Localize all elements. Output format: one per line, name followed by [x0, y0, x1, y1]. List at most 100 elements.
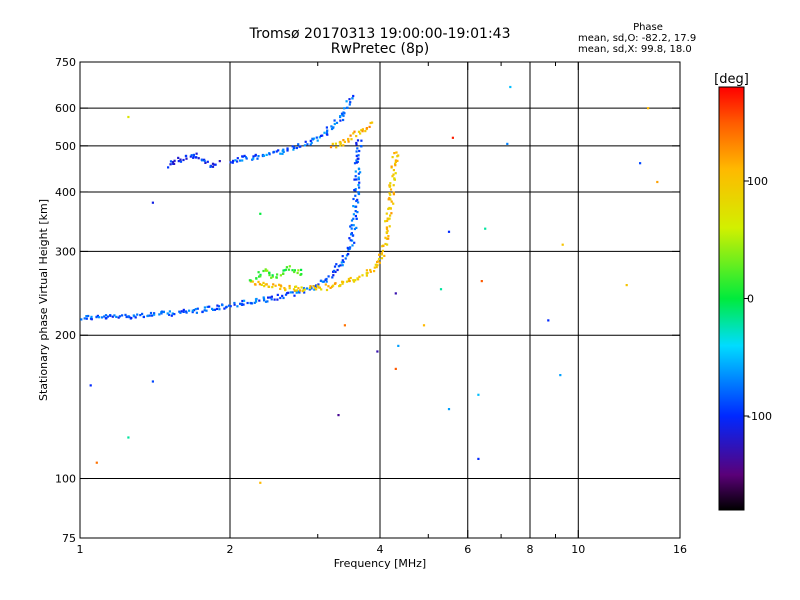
echo-point	[383, 254, 386, 257]
echo-point	[353, 178, 356, 181]
echo-point	[327, 275, 330, 278]
echo-point	[356, 277, 359, 280]
echo-point	[332, 274, 335, 277]
echo-point	[212, 308, 215, 311]
echo-point	[357, 184, 360, 187]
echo-point	[394, 172, 397, 175]
echo-point	[360, 139, 363, 142]
echo-point	[262, 296, 265, 299]
echo-point	[203, 159, 206, 162]
echo-point	[255, 277, 258, 280]
phase-stats-title: Phase	[633, 22, 663, 33]
echo-point	[276, 293, 279, 296]
echo-point	[151, 314, 154, 317]
x-tick-label: 6	[464, 543, 471, 556]
echo-point	[354, 194, 357, 197]
echo-point	[296, 271, 299, 275]
echo-point	[355, 150, 358, 153]
echo-point	[197, 157, 200, 160]
echo-point	[345, 280, 349, 283]
echo-point	[345, 254, 349, 257]
echo-point	[276, 298, 279, 301]
echo-point	[215, 307, 219, 310]
echo-point	[341, 264, 344, 267]
echo-point	[342, 144, 345, 147]
echo-point	[343, 140, 346, 143]
echo-point	[391, 175, 394, 178]
echo-point	[257, 155, 260, 158]
echo-point	[351, 97, 354, 100]
echo-point	[333, 265, 337, 268]
colorbar-label: [deg]	[714, 72, 749, 87]
echo-point	[368, 125, 371, 128]
echo-point	[325, 280, 328, 283]
echo-point	[355, 226, 358, 229]
echo-point	[325, 288, 329, 292]
echo-point	[282, 269, 285, 272]
echo-point	[559, 374, 562, 377]
echo-point	[639, 162, 642, 165]
echo-point	[298, 145, 301, 148]
echo-point	[329, 146, 333, 149]
echo-point	[357, 176, 360, 179]
echo-point	[251, 280, 254, 283]
colorbar-tick-label: 100	[747, 175, 768, 188]
echo-point	[309, 139, 312, 142]
echo-point	[388, 217, 391, 220]
echo-point	[134, 316, 137, 319]
echo-point	[271, 274, 274, 277]
echo-point	[332, 284, 335, 287]
colorbar: 100 0 -100 [deg]	[714, 72, 772, 511]
echo-point	[254, 298, 258, 301]
echo-point	[239, 302, 242, 305]
echo-point	[365, 272, 368, 275]
echo-point	[267, 296, 270, 299]
echo-point	[348, 98, 351, 101]
echo-point	[158, 313, 161, 316]
echo-point	[358, 149, 361, 153]
echo-point	[209, 165, 212, 168]
echo-point	[356, 147, 359, 150]
echo-point	[313, 286, 317, 290]
echo-points	[80, 85, 659, 484]
echo-point	[279, 152, 282, 155]
echo-point	[109, 314, 112, 317]
echo-point	[276, 273, 279, 276]
echo-point	[394, 367, 397, 370]
echo-point	[87, 314, 90, 318]
echo-point	[149, 311, 153, 315]
echo-point	[352, 132, 355, 135]
echo-point	[279, 274, 282, 277]
y-tick-label: 75	[62, 532, 76, 545]
echo-point	[346, 246, 349, 249]
echo-point	[264, 283, 267, 286]
echo-point	[326, 133, 329, 136]
echo-point	[330, 125, 333, 128]
echo-point	[451, 136, 454, 139]
echo-point	[397, 344, 400, 347]
echo-point	[178, 310, 181, 313]
echo-point	[358, 275, 361, 278]
echo-point	[83, 317, 86, 320]
echo-point	[293, 270, 296, 274]
echo-point	[339, 119, 342, 122]
echo-point	[291, 291, 294, 294]
echo-point	[250, 302, 253, 305]
echo-point	[315, 136, 318, 139]
echo-point	[480, 280, 483, 283]
echo-point	[259, 212, 262, 215]
echo-point	[288, 287, 291, 290]
echo-point	[213, 163, 216, 166]
echo-point	[232, 159, 235, 162]
echo-point	[173, 159, 176, 162]
echo-point	[338, 285, 341, 288]
echo-point	[373, 266, 376, 269]
echo-point	[306, 143, 309, 146]
echo-point	[309, 143, 312, 146]
echo-point	[334, 142, 337, 145]
echo-point	[300, 268, 303, 271]
echo-point	[223, 307, 226, 310]
echo-point	[349, 101, 352, 104]
echo-point	[350, 138, 353, 141]
echo-point	[206, 160, 209, 163]
